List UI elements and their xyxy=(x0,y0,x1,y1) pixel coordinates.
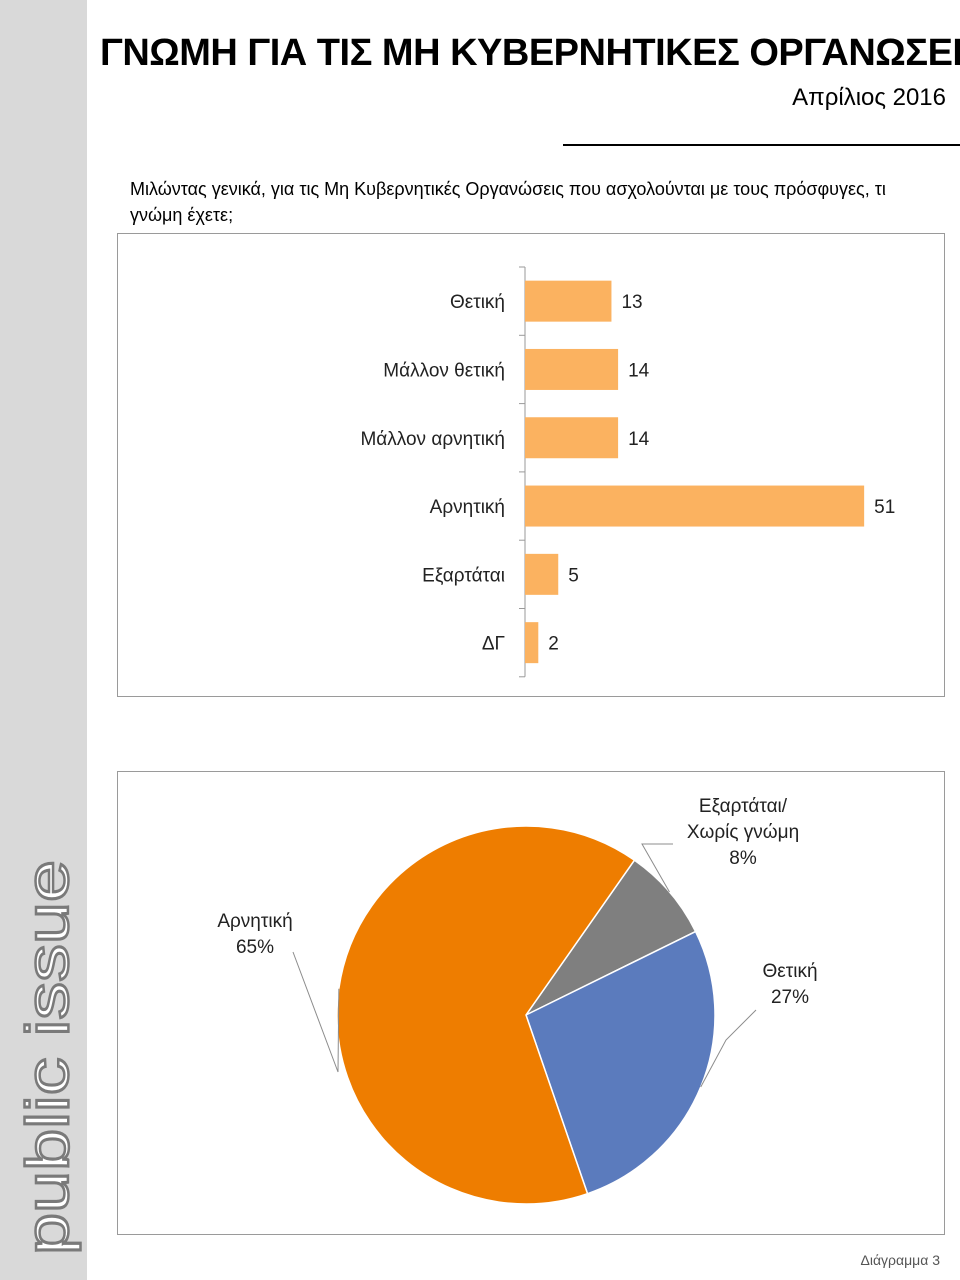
slice-pct-label: 27% xyxy=(771,987,809,1008)
data-label: 14 xyxy=(628,429,650,450)
brand-logo-text: public issue xyxy=(14,860,81,1255)
pie-slice xyxy=(525,859,697,1016)
left-sidebar-band xyxy=(0,0,87,1280)
bar-chart: Θετική 13 Μάλλον θετική 14 Μάλλον αρνητική 14… xyxy=(360,266,895,678)
slice-label: Αρνητική xyxy=(217,911,292,932)
brand-logo: public issue xyxy=(0,850,87,1260)
pie-chart-panel: Εξαρτάται/Χωρίς γνώμη 8% Θετική 27% Αρνητική… xyxy=(117,771,945,1235)
slice-label: Εξαρτάται/ xyxy=(699,796,788,817)
category-label: Εξαρτάται xyxy=(422,565,505,586)
bar xyxy=(525,348,619,390)
category-label: Θετική xyxy=(450,292,505,313)
bar-chart-panel: Θετική 13 Μάλλον θετική 14 Μάλλον αρνητική 14… xyxy=(117,233,945,697)
pie-slice xyxy=(336,825,636,1205)
category-label: Μάλλον αρνητική xyxy=(360,429,505,450)
bar xyxy=(525,485,865,527)
page-title: ΓΝΩΜΗ ΓΙΑ ΤΙΣ ΜΗ ΚΥΒΕΡΝΗΤΙΚΕΣ ΟΡΓΑΝΩΣΕΙΣ xyxy=(100,32,960,74)
data-label: 13 xyxy=(621,292,642,313)
bar xyxy=(525,622,539,664)
leader-line xyxy=(700,1009,757,1088)
data-label: 2 xyxy=(548,634,559,655)
data-label: 5 xyxy=(568,565,579,586)
leader-line xyxy=(292,951,340,1073)
report-date: Απρίλιος 2016 xyxy=(792,84,946,111)
slice-label: Θετική xyxy=(762,961,817,982)
category-label: Αρνητική xyxy=(430,497,505,518)
figure-number: Διάγραμμα 3 xyxy=(860,1252,940,1268)
survey-question: Μιλώντας γενικά, για τις Μη Κυβερνητικές… xyxy=(130,179,886,225)
bar xyxy=(525,417,619,459)
header-rule xyxy=(563,144,960,146)
category-label: Μάλλον θετική xyxy=(383,360,505,381)
category-label: ΔΓ xyxy=(482,634,505,655)
slice-label: Χωρίς γνώμη xyxy=(687,822,799,843)
bar xyxy=(525,280,612,322)
data-label: 51 xyxy=(874,497,895,518)
pie-chart: Εξαρτάται/Χωρίς γνώμη 8% Θετική 27% Αρνητική… xyxy=(217,796,818,1205)
bar xyxy=(525,553,559,595)
slice-pct-label: 65% xyxy=(236,937,274,958)
slice-pct-label: 8% xyxy=(729,848,757,869)
leader-line xyxy=(641,843,673,893)
data-label: 14 xyxy=(628,360,650,381)
